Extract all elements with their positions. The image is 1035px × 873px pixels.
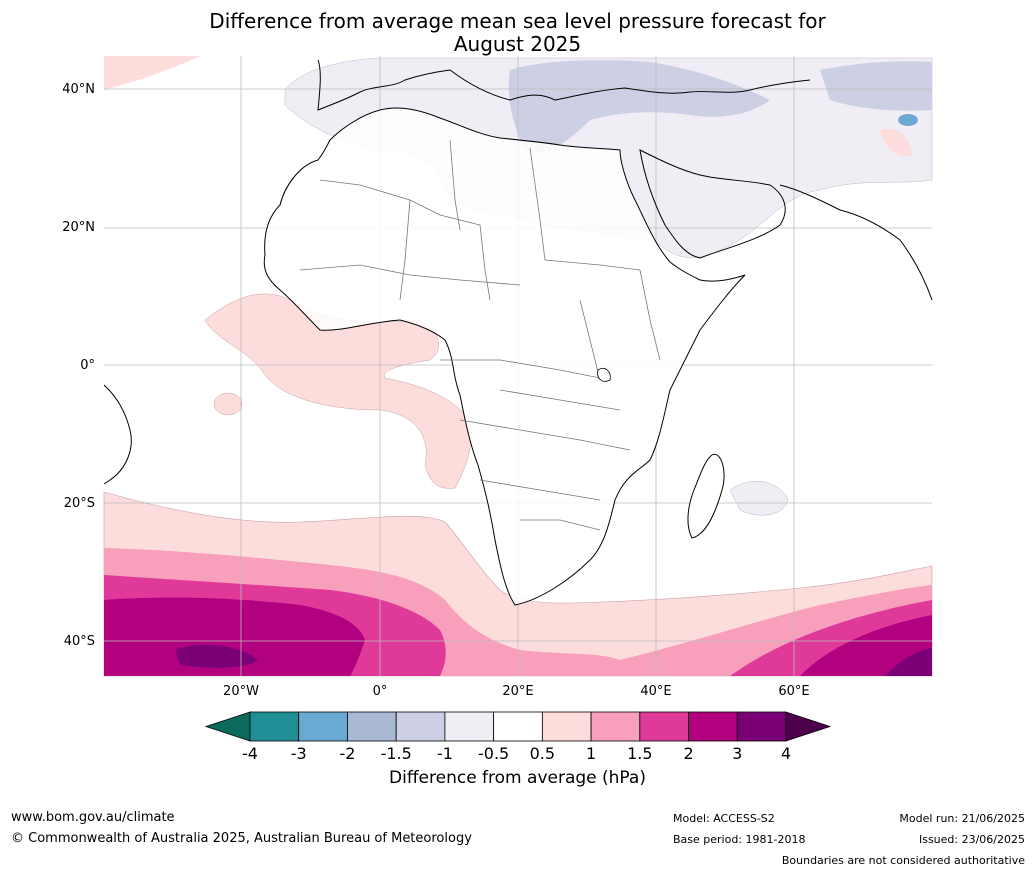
lat-label-20N: 20°N xyxy=(62,220,95,235)
colorbar-tick-label: -3 xyxy=(290,744,307,763)
colorbar-tick-label: 0.5 xyxy=(529,744,556,763)
lat-label-40N: 40°N xyxy=(62,82,95,97)
anomaly-band-2 xyxy=(104,597,365,676)
colorbar-swatch xyxy=(395,711,446,742)
lake-victoria xyxy=(597,367,611,382)
footer-issued: Issued: 23/06/2025 xyxy=(918,833,1025,846)
colorbar-tick-label: -0.5 xyxy=(478,744,510,763)
colorbar-swatch xyxy=(347,711,397,742)
colorbar-title: Difference from average (hPa) xyxy=(389,768,646,788)
europe-coastline xyxy=(317,59,811,111)
lon-label-60E: 60°E xyxy=(778,684,810,699)
lon-label-20E: 20°E xyxy=(502,684,534,699)
colorbar-over-arrow xyxy=(785,711,832,742)
colorbar-swatch xyxy=(736,711,787,742)
colorbar-swatch xyxy=(688,711,738,742)
lat-label-0: 0° xyxy=(80,358,95,373)
colorbar-tick-label: 4 xyxy=(780,744,792,763)
anomaly-madagascar-east xyxy=(729,481,789,516)
title-line-1: Difference from average mean sea level p… xyxy=(209,9,826,33)
anomaly-north-neg-1 xyxy=(508,60,770,153)
colorbar-swatch xyxy=(249,711,300,742)
colorbar-under-arrow xyxy=(204,711,251,742)
lat-label-40S: 40°S xyxy=(63,634,95,649)
anomaly-himalaya-pos xyxy=(880,128,912,157)
anomaly-band-3 xyxy=(175,644,258,668)
footer-model-run: Model run: 21/06/2025 xyxy=(899,812,1025,825)
anomaly-band-3-east xyxy=(885,648,932,676)
colorbar-swatch xyxy=(541,711,592,742)
anomaly-north-neg-east xyxy=(820,61,932,111)
anomaly-islet xyxy=(213,392,243,416)
footer-model: Model: ACCESS-S2 xyxy=(673,812,775,825)
footer-base-period: Base period: 1981-2018 xyxy=(673,833,806,846)
colorbar-tick-label: -4 xyxy=(242,744,258,763)
colorbar-swatch xyxy=(639,711,689,742)
colorbar-swatch xyxy=(298,711,348,742)
colorbar-swatch xyxy=(444,711,495,742)
anomaly-south-indian xyxy=(590,633,613,650)
madagascar xyxy=(687,453,725,539)
colorbar-swatch xyxy=(493,711,543,742)
colorbar-tick-label: 2 xyxy=(683,744,694,763)
africa-coastline xyxy=(263,107,746,606)
colorbar-tick-label: 1.5 xyxy=(627,744,653,763)
lon-label-20W: 20°W xyxy=(223,684,259,699)
footer-website: www.bom.gov.au/climate xyxy=(11,810,175,825)
map-title: Difference from average mean sea level p… xyxy=(0,10,1035,56)
lon-label-0: 0° xyxy=(372,684,388,699)
title-line-2: August 2025 xyxy=(453,32,582,56)
colorbar-tick-label: 1 xyxy=(585,744,597,763)
colorbar-tick-label: 3 xyxy=(732,744,743,763)
anomaly-core-blue xyxy=(898,114,918,126)
asia-coastline xyxy=(779,184,933,301)
footer-disclaimer: Boundaries are not considered authoritat… xyxy=(781,854,1025,867)
lat-label-20S: 20°S xyxy=(63,496,95,511)
arabian-peninsula xyxy=(639,149,786,259)
footer-copyright: © Commonwealth of Australia 2025, Austra… xyxy=(11,831,472,846)
anomaly-southwest-blob xyxy=(104,56,200,90)
country-borders xyxy=(299,139,661,531)
colorbar xyxy=(204,711,832,742)
lon-label-40E: 40°E xyxy=(640,684,672,699)
colorbar-tick-label: -2 xyxy=(339,744,356,763)
anomaly-band-2-east xyxy=(800,615,932,676)
colorbar-swatch xyxy=(590,711,641,742)
colorbar-tick-label: -1.5 xyxy=(380,744,412,763)
colorbar-tick-label: -1 xyxy=(436,744,453,763)
south-america-coast xyxy=(103,384,132,485)
